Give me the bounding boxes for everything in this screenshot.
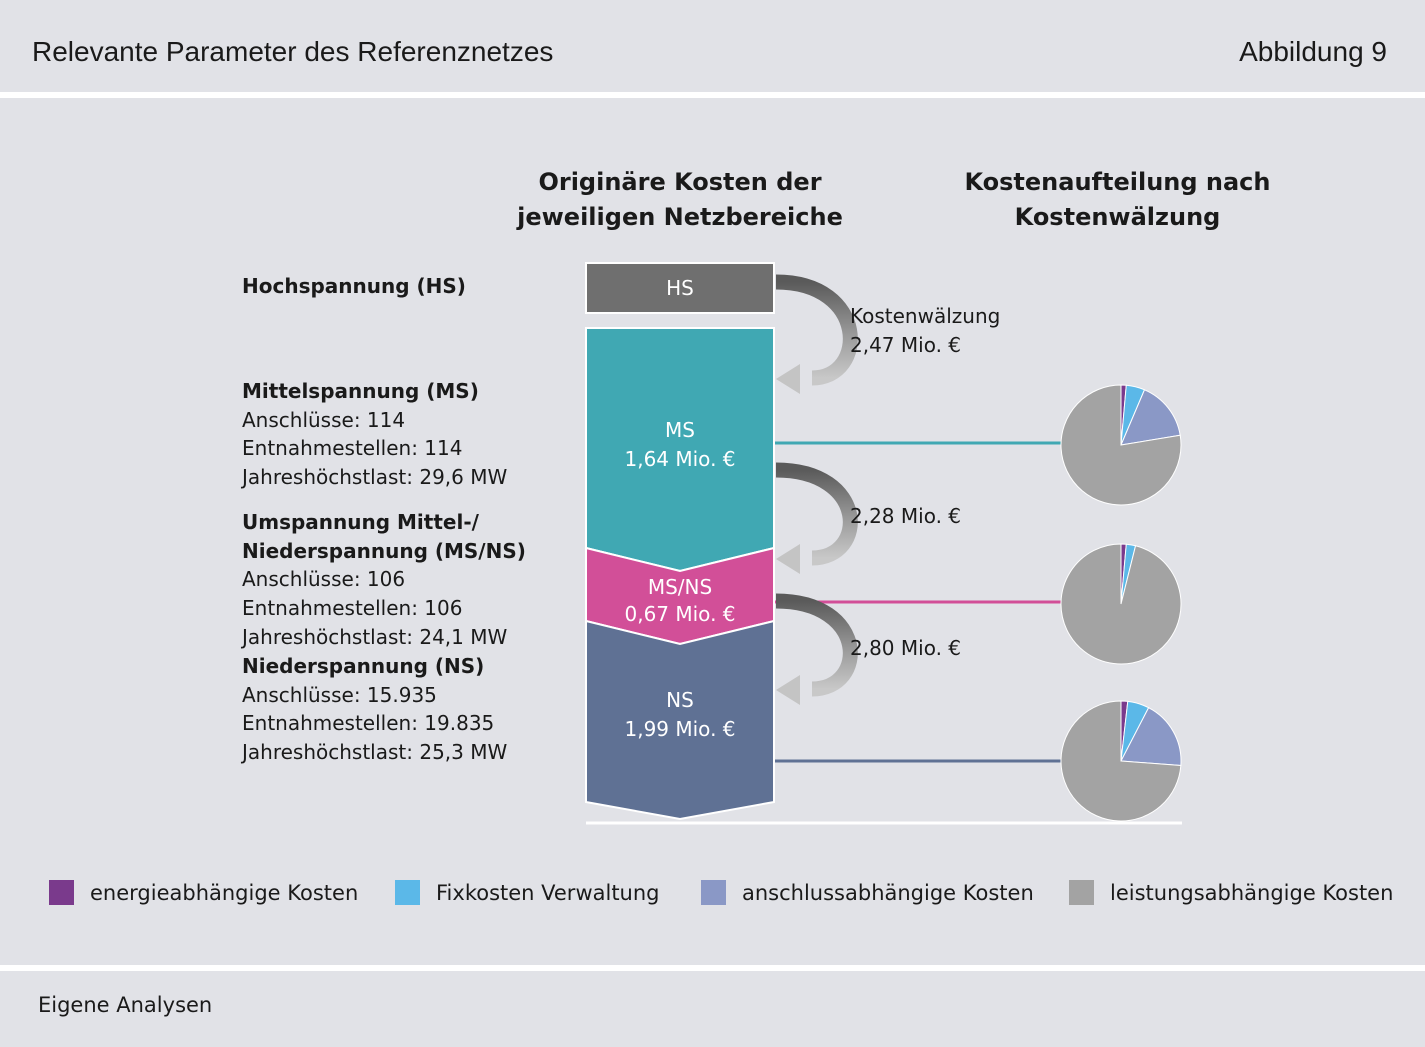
legend-swatch	[395, 880, 420, 905]
pie-slice-capacity	[1060, 543, 1182, 665]
ns-entnahmestellen: Entnahmestellen: 19.835	[242, 711, 495, 736]
transfer-msns-to-ns-value: 2,80 Mio. €	[850, 636, 961, 660]
hs-block	[585, 262, 775, 314]
arrow-hs-to-ms	[775, 274, 858, 394]
legend-label: Fixkosten Verwaltung	[436, 880, 660, 905]
ms-heading: Mittelspannung (MS)	[242, 379, 479, 403]
legend-swatch	[1069, 880, 1094, 905]
footer-band	[0, 971, 1425, 1047]
msns-hoechstlast: Jahreshöchstlast: 24,1 MW	[242, 624, 508, 649]
ms-entnahmestellen: Entnahmestellen: 114	[242, 436, 463, 461]
ns-block-label: NS	[666, 688, 694, 712]
ns-block-value: 1,99 Mio. €	[624, 717, 735, 741]
pie-slice-capacity	[1060, 384, 1182, 506]
transfer-hs-to-ms-value: 2,47 Mio. €	[850, 333, 961, 357]
column-title-line: Kostenwälzung	[1014, 203, 1221, 231]
msns-heading-line2: Niederspannung (MS/NS)	[242, 538, 526, 563]
arrow-msns-to-ns	[775, 593, 858, 705]
column-title-line: Originäre Kosten der	[538, 168, 822, 196]
pie-chart-msns	[1060, 543, 1182, 665]
hs-block-label: HS	[666, 276, 694, 300]
column-title-line: jeweiligen Netzbereiche	[517, 203, 843, 231]
legend-swatch	[701, 880, 726, 905]
figure-title: Relevante Parameter des Referenznetzes	[32, 36, 554, 67]
ns-anschluesse: Anschlüsse: 15.935	[242, 682, 437, 707]
pie-slice-connection	[1120, 707, 1182, 767]
legend-item-fixed: Fixkosten Verwaltung	[395, 880, 660, 905]
column-title-original-costs: Originäre Kosten der jeweiligen Netzbere…	[505, 165, 855, 235]
source-note: Eigene Analysen	[38, 993, 213, 1017]
figure-number: Abbildung 9	[1239, 36, 1387, 67]
legend-item-energy: energieabhängige Kosten	[49, 880, 358, 905]
legend-item-capacity: leistungsabhängige Kosten	[1069, 880, 1393, 905]
msns-block-value: 0,67 Mio. €	[624, 602, 735, 626]
column-title-line: Kostenaufteilung nach	[964, 168, 1271, 196]
transfer-label: Kostenwälzung	[850, 304, 1000, 328]
hs-parameters: Hochspannung (HS)	[242, 272, 466, 301]
ns-parameters: Niederspannung (NS) Anschlüsse: 15.935 E…	[242, 652, 507, 767]
hs-heading: Hochspannung (HS)	[242, 274, 466, 298]
header-band	[0, 0, 1425, 92]
pie-slice-capacity	[1060, 700, 1182, 822]
ns-hoechstlast: Jahreshöchstlast: 25,3 MW	[242, 740, 508, 765]
pie-chart-ms	[1060, 384, 1182, 506]
arrow-ms-to-msns	[775, 462, 858, 574]
msns-block-label: MS/NS	[648, 575, 712, 599]
transfer-ms-to-msns-value: 2,28 Mio. €	[850, 504, 961, 528]
pie-chart-ns	[1060, 700, 1182, 822]
legend-item-connection: anschlussabhängige Kosten	[701, 880, 1034, 905]
ms-hoechstlast: Jahreshöchstlast: 29,6 MW	[242, 465, 508, 490]
ms-block-label: MS	[665, 418, 695, 442]
legend-swatch	[49, 880, 74, 905]
msns-parameters: Umspannung Mittel-/ Niederspannung (MS/N…	[242, 508, 526, 652]
ms-anschluesse: Anschlüsse: 114	[242, 407, 406, 432]
msns-heading-line1: Umspannung Mittel-/	[242, 510, 479, 534]
ns-block	[585, 619, 775, 821]
legend-label: energieabhängige Kosten	[90, 880, 359, 905]
msns-entnahmestellen: Entnahmestellen: 106	[242, 596, 463, 621]
msns-anschluesse: Anschlüsse: 106	[242, 567, 406, 592]
ns-heading: Niederspannung (NS)	[242, 654, 485, 678]
legend-label: anschlussabhängige Kosten	[742, 880, 1034, 905]
ms-parameters: Mittelspannung (MS) Anschlüsse: 114 Entn…	[242, 377, 507, 492]
column-title-cost-distribution: Kostenaufteilung nach Kostenwälzung	[945, 165, 1290, 235]
ms-block-value: 1,64 Mio. €	[624, 447, 735, 471]
pie-slice-connection	[1120, 389, 1181, 446]
legend-label: leistungsabhängige Kosten	[1110, 880, 1394, 905]
